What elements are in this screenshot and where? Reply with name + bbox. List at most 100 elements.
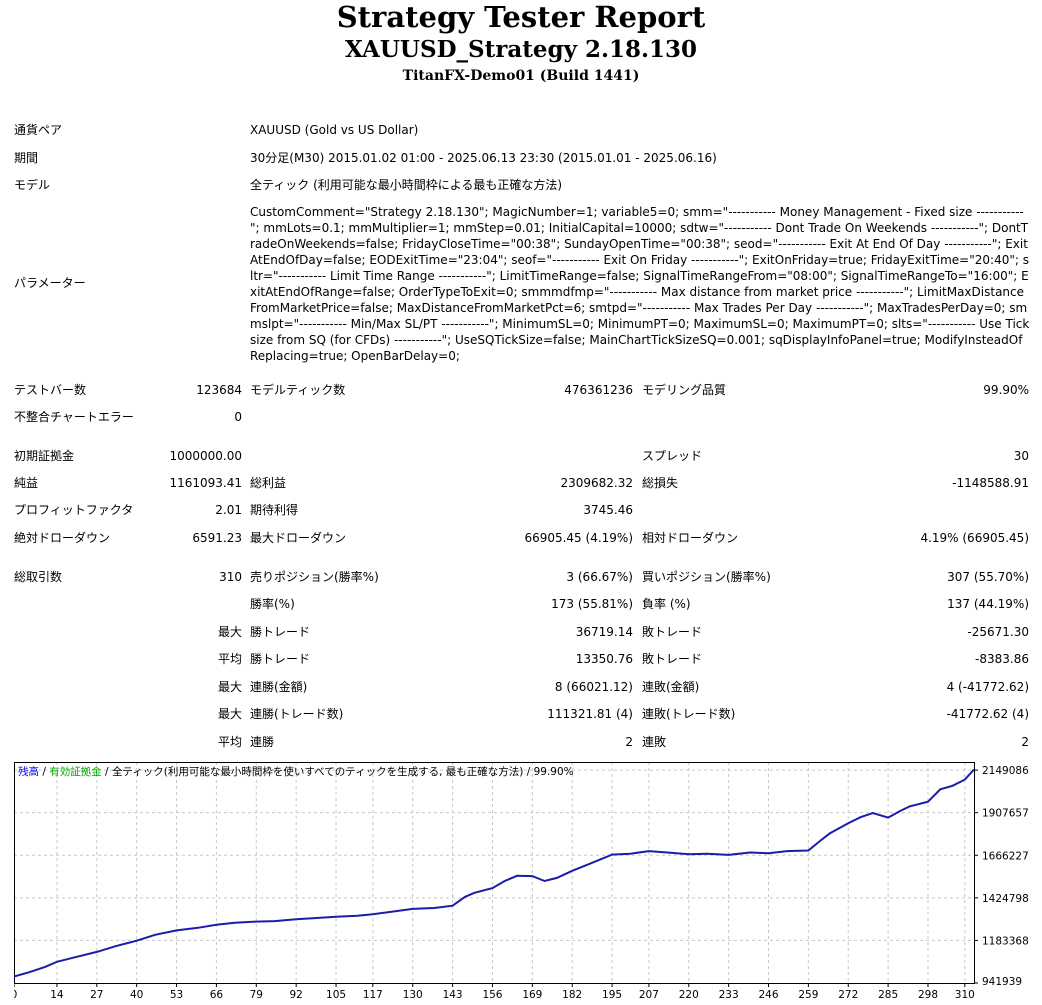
avg-loss-value: -8383.86 [975,652,1029,666]
x-tick-label: 66 [210,989,224,1000]
long-positions-value: 307 (55.70%) [947,570,1029,584]
max-drawdown-label: 最大ドローダウン [250,531,347,545]
gross-profit-label: 総利益 [250,476,287,490]
profit-factor-label: プロフィットファクタ [14,503,134,517]
period-label: 期間 [14,151,39,165]
max-consec-losses-value: 4 (-41772.62) [946,680,1029,694]
largest-prefix: 最大 [217,625,242,639]
chart-background [14,762,1034,1000]
win-rate-value: 173 (55.81%) [551,597,633,611]
chart-series [14,768,975,978]
avg-consec-losses-label: 連敗 [642,735,667,749]
x-tick-label: 143 [443,989,463,1000]
x-tick-label: 195 [602,989,622,1000]
win-rate-label: 勝率(%) [250,597,295,611]
x-tick-label: 169 [522,989,542,1000]
y-tick-label: 1666227 [982,850,1029,862]
period-value: 30分足(M30) 2015.01.02 01:00 - 2025.06.13 … [250,151,717,165]
legend-sep-1: / [39,766,49,778]
loss-rate-value: 137 (44.19%) [947,597,1029,611]
x-tick-label: 298 [918,989,938,1000]
max-consec-loss-label: 連敗(トレード数) [642,707,736,721]
x-tick-label: 130 [403,989,423,1000]
average-prefix: 平均 [217,652,242,666]
mismatch-value: 0 [234,410,242,424]
gross-loss-value: -1148588.91 [952,476,1029,490]
legend-model: 全ティック(利用可能な最小時間枠を使いすべてのティックを生成する, 最も正確な方… [112,765,523,778]
short-positions-value: 3 (66.67%) [566,570,633,584]
legend-sep-2: / [102,766,112,778]
avg-win-label: 勝トレード [250,652,311,666]
avg-consec-wins-value: 2 [625,735,633,749]
max-consec-wins-label: 連勝(金額) [250,680,308,694]
max-consec-loss-value: -41772.62 (4) [946,707,1029,721]
x-tick-label: 79 [250,989,263,1000]
bars-label: テストバー数 [14,383,87,397]
y-tick-label: 2149086 [982,765,1029,777]
largest-loss-label: 敗トレード [642,625,703,639]
y-tick-label: 1907657 [982,808,1029,820]
x-tick-label: 233 [719,989,739,1000]
avg-consec-losses-value: 2 [1021,735,1029,749]
x-tick-label: 272 [838,989,858,1000]
avg-consec-wins-label: 連勝 [250,735,275,749]
x-tick-label: 53 [170,989,183,1000]
params-label: パラメーター [14,276,86,290]
quality-label: モデリング品質 [642,383,727,397]
gross-loss-label: 総損失 [642,476,679,490]
chart-x-ticks: 0 14 27 40 53 66 79 92 105 117 130 143 156 169 182 195 2… [14,983,975,1000]
x-tick-label: 40 [130,989,143,1000]
ticks-label: モデルティック数 [250,383,346,397]
largest-win-label: 勝トレード [250,625,311,639]
net-label: 純益 [14,476,39,490]
profit-factor-value: 2.01 [215,503,242,517]
chart-frame [14,762,975,984]
total-trades-label: 総取引数 [14,570,63,584]
model-label: モデル [14,178,51,192]
report-subtitle: XAUUSD_Strategy 2.18.130 [344,36,698,63]
x-tick-label: 207 [639,989,659,1000]
x-tick-label: 182 [562,989,582,1000]
chart-y-ticks: 941939 1183368 1424798 1666227 1907657 214908… [974,765,1029,988]
report-title: Strategy Tester Report [336,0,706,34]
max-consec-prefix: 最大 [217,680,242,694]
chart-legend: 残高 / 有効証拠金 / 全ティック(利用可能な最小時間枠を使いすべてのティック… [18,765,574,778]
avg-win-value: 13350.76 [575,652,633,666]
y-tick-label: 1424798 [982,893,1029,905]
legend-sep-3: / [523,766,533,778]
x-tick-label: 259 [798,989,818,1000]
deposit-label: 初期証拠金 [14,449,75,463]
abs-drawdown-value: 6591.23 [192,531,242,545]
legend-equity: 有効証拠金 [49,765,102,778]
x-tick-label: 105 [326,989,346,1000]
max-drawdown-value: 66905.45 (4.19%) [524,531,633,545]
avg-consec-prefix: 平均 [217,735,242,749]
avg-loss-label: 敗トレード [642,652,703,666]
max-consec-profit-label: 連勝(トレード数) [250,707,344,721]
y-tick-label: 941939 [982,976,1022,988]
x-tick-label: 92 [289,989,302,1000]
expected-payoff-label: 期待利得 [250,503,299,517]
total-trades-value: 310 [219,570,242,584]
x-tick-label: 0 [14,989,17,1000]
bars-value: 123684 [196,383,242,397]
y-tick-label: 1183368 [982,935,1029,947]
gross-profit-value: 2309682.32 [560,476,633,490]
max-consec-prefix-2: 最大 [217,707,242,721]
legend-quality: 99.90% [534,766,574,778]
symbol-value: XAUUSD (Gold vs US Dollar) [250,123,419,137]
report-server: TitanFX-Demo01 (Build 1441) [402,68,640,84]
rel-drawdown-value: 4.19% (66905.45) [920,531,1029,545]
max-consec-losses-label: 連敗(金額) [642,680,700,694]
loss-rate-label: 負率 (%) [642,597,691,611]
legend-balance: 残高 [18,765,39,778]
x-tick-label: 285 [878,989,898,1000]
expected-payoff-value: 3745.46 [583,503,633,517]
largest-win-value: 36719.14 [575,625,633,639]
max-consec-wins-value: 8 (66021.12) [554,680,633,694]
quality-value: 99.90% [983,383,1029,397]
deposit-value: 1000000.00 [169,449,242,463]
balance-chart: 941939 1183368 1424798 1666227 1907657 214908… [14,762,1034,1000]
model-value: 全ティック (利用可能な最小時間枠による最も正確な方法) [250,178,563,192]
x-tick-label: 27 [90,989,103,1000]
